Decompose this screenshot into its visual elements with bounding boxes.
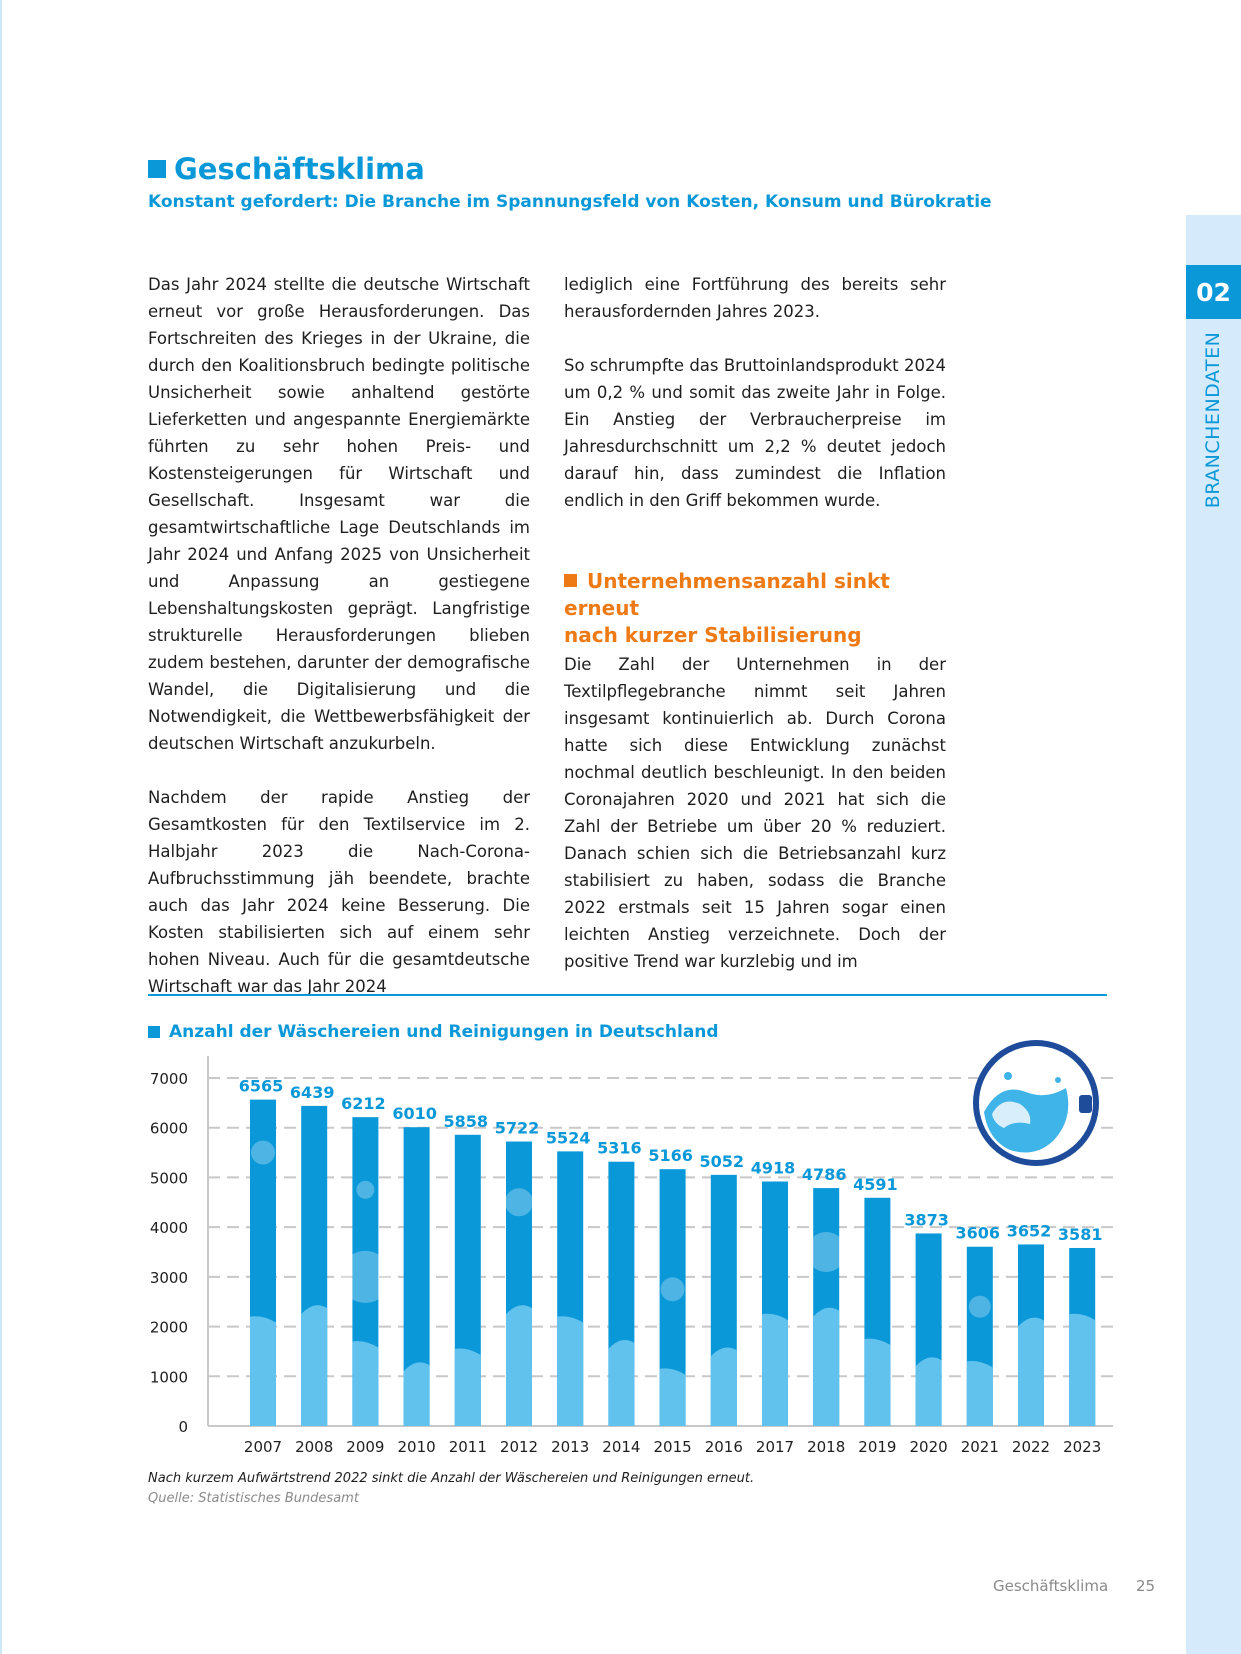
data-label: 5524 xyxy=(546,1128,591,1147)
data-label: 3581 xyxy=(1058,1225,1103,1244)
bar-wave-fill xyxy=(250,1316,276,1426)
data-label: 5722 xyxy=(495,1119,540,1138)
chart-source: Quelle: Statistisches Bundesamt xyxy=(148,1491,359,1506)
bar-wave-fill xyxy=(762,1313,788,1426)
bar-wave-fill xyxy=(710,1347,737,1426)
y-tick-label: 4000 xyxy=(150,1219,188,1237)
x-tick-label: 2007 xyxy=(244,1438,282,1456)
x-tick-label: 2020 xyxy=(910,1438,948,1456)
decorative-bubble xyxy=(505,1188,533,1217)
bar-wave-fill xyxy=(403,1362,430,1426)
x-tick-label: 2011 xyxy=(449,1438,487,1456)
chapter-side-strip xyxy=(1186,215,1241,1654)
x-tick-label: 2014 xyxy=(602,1438,640,1456)
bar-wave-fill xyxy=(506,1305,532,1426)
washing-machine-icon xyxy=(973,1040,1099,1166)
y-tick-label: 0 xyxy=(178,1418,188,1436)
decorative-bubble xyxy=(356,1180,375,1199)
bar-wave-fill xyxy=(966,1360,993,1426)
data-label: 6565 xyxy=(239,1077,284,1096)
page-subtitle: Konstant gefordert: Die Branche im Spann… xyxy=(148,192,992,212)
x-tick-label: 2010 xyxy=(398,1438,436,1456)
y-tick-label: 3000 xyxy=(150,1269,188,1287)
y-tick-label: 7000 xyxy=(150,1070,188,1088)
bar-wave-fill xyxy=(864,1338,891,1426)
x-tick-label: 2017 xyxy=(756,1438,794,1456)
data-label: 6010 xyxy=(392,1104,437,1123)
chart-title-square-icon xyxy=(148,1026,160,1038)
left-text-column: Das Jahr 2024 stellte die deutsche Wirts… xyxy=(148,271,530,1000)
data-label: 4591 xyxy=(853,1175,898,1194)
decorative-bubble xyxy=(806,1232,847,1272)
data-label: 5052 xyxy=(700,1152,745,1171)
data-label: 3873 xyxy=(904,1210,949,1229)
x-tick-label: 2009 xyxy=(346,1438,384,1456)
title-square-icon xyxy=(148,160,166,178)
subheading-square-icon xyxy=(564,574,577,587)
data-label: 4918 xyxy=(751,1159,796,1178)
x-tick-label: 2012 xyxy=(500,1438,538,1456)
data-label: 5858 xyxy=(444,1112,489,1131)
chart-title-text: Anzahl der Wäschereien und Reinigungen i… xyxy=(169,1022,719,1042)
data-label: 3652 xyxy=(1007,1221,1052,1240)
left-paragraph-2: Nachdem der rapide Anstieg der Gesamtkos… xyxy=(148,788,530,996)
bar-wave-fill xyxy=(352,1341,379,1426)
x-tick-label: 2015 xyxy=(654,1438,692,1456)
data-label: 3606 xyxy=(956,1224,1001,1243)
y-tick-label: 5000 xyxy=(150,1169,188,1187)
subheading-line-1: Unternehmensanzahl sinkt erneut xyxy=(564,569,890,620)
x-tick-label: 2021 xyxy=(961,1438,999,1456)
right-paragraph-1: lediglich eine Fortführung des bereits s… xyxy=(564,275,946,321)
bar-wave-fill xyxy=(1018,1317,1044,1426)
footer-section-title: Geschäftsklima xyxy=(993,1577,1109,1595)
chapter-number-tab: 02 xyxy=(1186,265,1241,319)
x-tick-label: 2008 xyxy=(295,1438,333,1456)
bar-wave-fill xyxy=(915,1357,942,1426)
decorative-bubble xyxy=(339,1250,392,1303)
right-text-column-2: Die Zahl der Unternehmen in der Textilpf… xyxy=(564,651,946,975)
x-tick-label: 2018 xyxy=(807,1438,845,1456)
right-paragraph-2: So schrumpfte das Bruttoinlandsprodukt 2… xyxy=(564,356,946,510)
decorative-bubble xyxy=(660,1277,685,1302)
x-tick-label: 2013 xyxy=(551,1438,589,1456)
chart-caption: Nach kurzem Aufwärtstrend 2022 sinkt die… xyxy=(148,1471,755,1486)
bar-wave-fill xyxy=(557,1316,584,1426)
x-tick-label: 2016 xyxy=(705,1438,743,1456)
x-tick-label: 2023 xyxy=(1063,1438,1101,1456)
data-label: 6439 xyxy=(290,1083,335,1102)
bar-wave-fill xyxy=(301,1305,328,1426)
bar-chart: 0 1000 2000 3000 4000 5000 6000 7000 6565 2007 643… xyxy=(150,1040,1113,1456)
bar-wave-fill xyxy=(813,1307,840,1426)
decorative-bubble xyxy=(968,1295,991,1318)
bar-wave-fill xyxy=(1069,1313,1096,1426)
bar-wave-fill xyxy=(659,1368,686,1426)
x-tick-label: 2019 xyxy=(858,1438,896,1456)
page-title: Geschäftsklima xyxy=(148,152,425,186)
data-label: 5166 xyxy=(648,1146,693,1165)
data-label: 6212 xyxy=(341,1094,386,1113)
bar-wave-fill xyxy=(608,1340,635,1426)
section-divider xyxy=(148,994,1107,996)
y-tick-label: 2000 xyxy=(150,1319,188,1337)
y-tick-label: 1000 xyxy=(150,1368,188,1386)
decorative-bubble xyxy=(251,1140,275,1165)
page-title-text: Geschäftsklima xyxy=(174,152,425,186)
subheading-line-2: nach kurzer Stabilisierung xyxy=(564,623,862,647)
section-subheading: Unternehmensanzahl sinkt erneut nach kur… xyxy=(564,568,964,649)
chart-title: Anzahl der Wäschereien und Reinigungen i… xyxy=(148,1022,719,1042)
y-tick-label: 6000 xyxy=(150,1120,188,1138)
left-paragraph-1: Das Jahr 2024 stellte die deutsche Wirts… xyxy=(148,275,530,753)
page-edge-rule xyxy=(0,0,2,1654)
right-paragraph-3: Die Zahl der Unternehmen in der Textilpf… xyxy=(564,655,946,971)
page-number: 25 xyxy=(1136,1577,1156,1595)
data-label: 4786 xyxy=(802,1165,847,1184)
bar-wave-fill xyxy=(454,1348,481,1426)
data-label: 5316 xyxy=(597,1139,642,1158)
right-text-column: lediglich eine Fortführung des bereits s… xyxy=(564,271,946,514)
x-tick-label: 2022 xyxy=(1012,1438,1050,1456)
